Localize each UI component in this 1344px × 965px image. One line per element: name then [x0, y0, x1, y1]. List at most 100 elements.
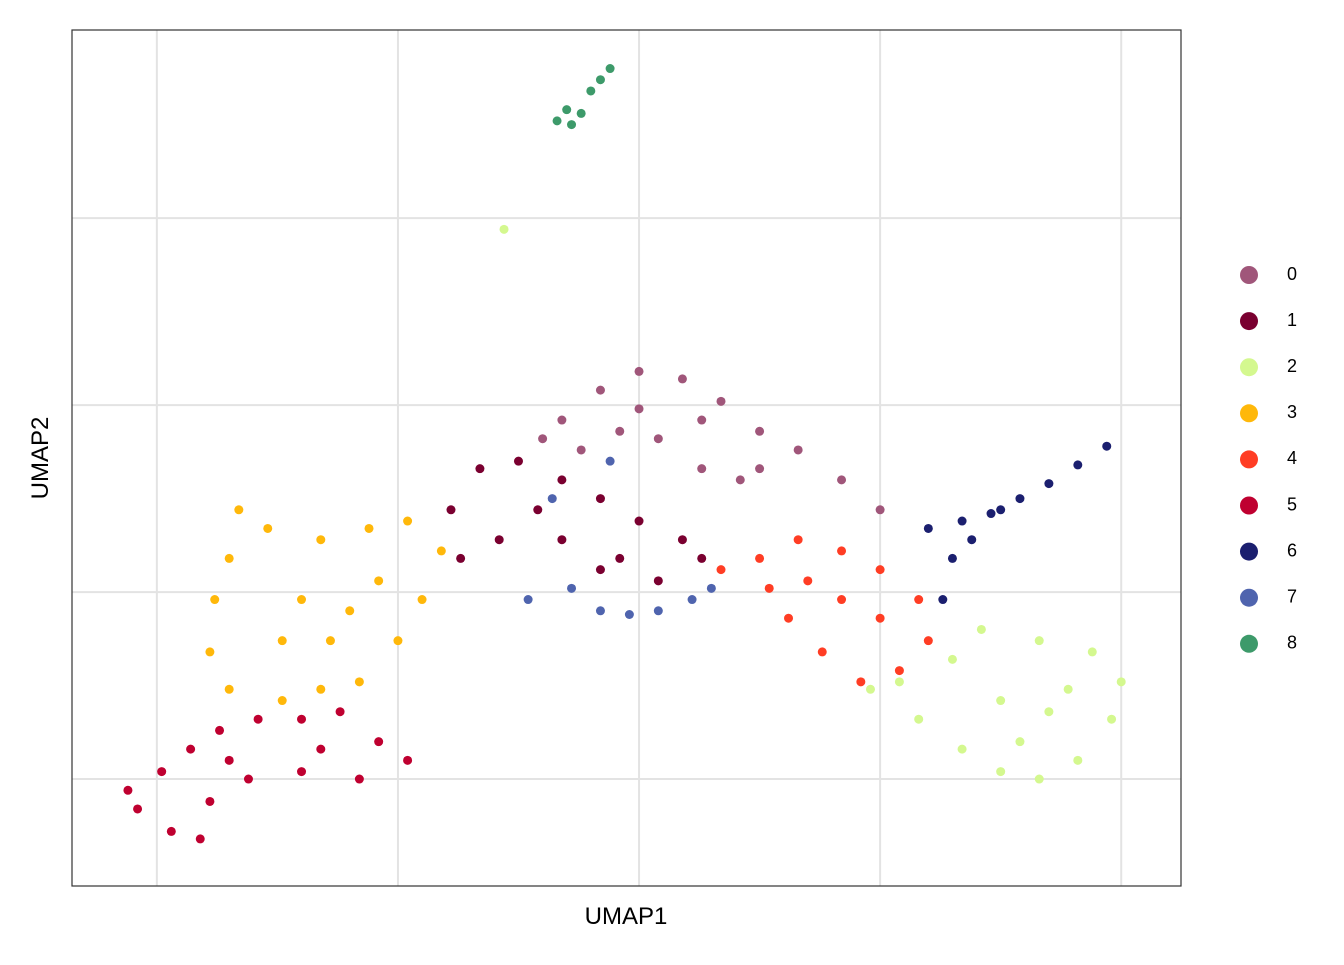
point: [277, 696, 287, 706]
point: [784, 613, 794, 623]
point: [253, 714, 263, 724]
point: [446, 505, 456, 515]
point: [793, 445, 803, 455]
point: [345, 606, 355, 616]
point: [605, 456, 615, 466]
point: [677, 374, 687, 384]
point: [538, 434, 548, 444]
point: [552, 116, 562, 126]
point: [1107, 714, 1117, 724]
legend-label: 7: [1287, 586, 1297, 606]
point: [793, 535, 803, 545]
point: [697, 553, 707, 563]
point: [562, 105, 572, 115]
point: [1044, 479, 1054, 489]
point: [576, 108, 586, 118]
point: [263, 523, 273, 533]
point: [436, 546, 446, 556]
point: [706, 583, 716, 593]
legend-swatch: [1240, 634, 1258, 653]
point: [875, 613, 885, 623]
legend-label: 6: [1287, 540, 1297, 560]
point: [403, 755, 413, 765]
point: [976, 624, 986, 634]
point: [586, 86, 596, 96]
legend-label: 2: [1287, 356, 1297, 376]
point: [533, 505, 543, 515]
point: [186, 744, 196, 754]
point: [837, 475, 847, 485]
point: [335, 707, 345, 717]
point: [1073, 755, 1083, 765]
point: [677, 535, 687, 545]
point: [364, 523, 374, 533]
legend-label: 3: [1287, 402, 1297, 422]
point: [576, 445, 586, 455]
point: [354, 677, 364, 687]
point: [403, 516, 413, 526]
point: [697, 415, 707, 425]
point: [1116, 677, 1126, 687]
point: [1102, 441, 1112, 451]
point: [595, 494, 605, 504]
legend-swatch: [1240, 542, 1258, 561]
point: [316, 684, 326, 694]
point: [234, 505, 244, 515]
point: [195, 834, 205, 844]
point: [595, 75, 605, 85]
point: [653, 434, 663, 444]
point: [1034, 774, 1044, 784]
point: [595, 606, 605, 616]
point: [325, 636, 335, 646]
point: [224, 755, 234, 765]
point: [1073, 460, 1083, 470]
point: [716, 565, 726, 575]
point: [624, 610, 634, 620]
point: [297, 767, 307, 777]
point: [166, 826, 176, 836]
point: [817, 647, 827, 657]
point: [938, 595, 948, 605]
point: [595, 565, 605, 575]
point: [567, 120, 577, 130]
legend-swatch: [1240, 358, 1258, 377]
point: [567, 583, 577, 593]
point: [996, 696, 1006, 706]
legend-label: 4: [1287, 448, 1297, 468]
point: [856, 677, 866, 687]
point: [996, 505, 1006, 515]
legend-label: 1: [1287, 310, 1297, 330]
points: [123, 64, 1126, 844]
point: [947, 553, 957, 563]
point: [316, 744, 326, 754]
point: [316, 535, 326, 545]
point: [615, 426, 625, 436]
panel-border: [71, 29, 1182, 887]
point: [764, 583, 774, 593]
point: [755, 553, 765, 563]
point: [755, 464, 765, 474]
legend: 0 1 2 3 4 5 6 7 8: [1240, 264, 1297, 653]
point: [957, 516, 967, 526]
point: [634, 366, 644, 376]
point: [513, 456, 523, 466]
point: [716, 396, 726, 406]
point: [875, 565, 885, 575]
point: [894, 666, 904, 676]
point: [755, 426, 765, 436]
point: [523, 595, 533, 605]
y-axis-title: UMAP2: [27, 417, 54, 500]
point: [205, 796, 215, 806]
legend-swatch: [1240, 312, 1258, 331]
point: [374, 737, 384, 747]
point: [634, 404, 644, 414]
point: [374, 576, 384, 586]
point: [224, 553, 234, 563]
point: [595, 385, 605, 395]
point: [865, 684, 875, 694]
point: [205, 647, 215, 657]
point: [1087, 647, 1097, 657]
point: [243, 774, 253, 784]
